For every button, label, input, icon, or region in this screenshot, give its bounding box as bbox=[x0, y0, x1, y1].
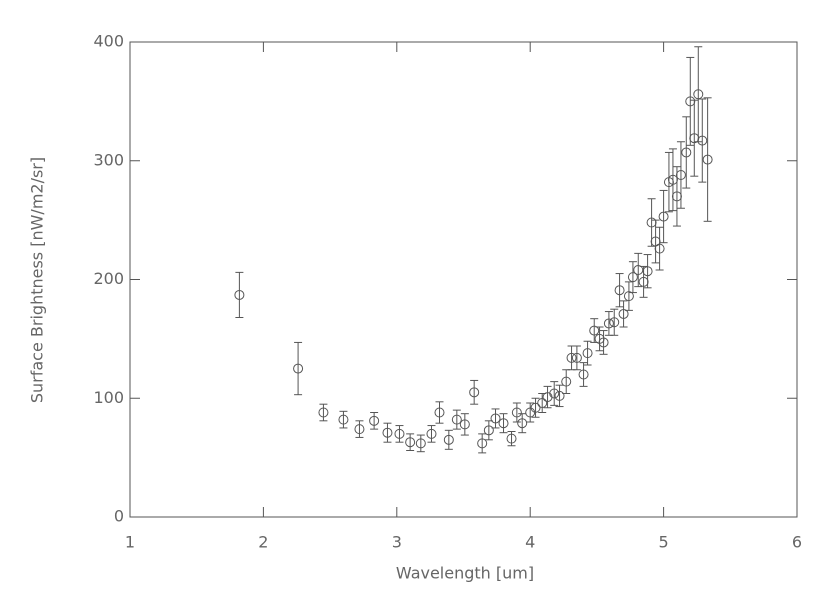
point bbox=[451, 414, 462, 425]
point bbox=[681, 147, 692, 158]
point bbox=[642, 266, 653, 277]
point bbox=[566, 352, 577, 363]
point bbox=[506, 433, 517, 444]
point bbox=[542, 392, 553, 403]
point bbox=[443, 434, 454, 445]
plot-frame bbox=[129, 41, 798, 518]
x-tick-label: 5 bbox=[659, 533, 669, 552]
point bbox=[582, 348, 593, 359]
point bbox=[530, 402, 541, 413]
point bbox=[578, 369, 589, 380]
point bbox=[511, 407, 522, 418]
point bbox=[369, 415, 380, 426]
point bbox=[405, 437, 416, 448]
point bbox=[469, 387, 480, 398]
y-axis-label: Surface Brightness [nW/m2/sr] bbox=[28, 157, 47, 403]
point bbox=[554, 390, 565, 401]
point bbox=[609, 317, 620, 328]
point bbox=[697, 135, 708, 146]
y-tick-label: 0 bbox=[114, 507, 124, 526]
point bbox=[658, 211, 669, 222]
point bbox=[618, 308, 629, 319]
point bbox=[483, 425, 494, 436]
point bbox=[490, 413, 501, 424]
x-tick-label: 2 bbox=[258, 533, 268, 552]
point bbox=[477, 438, 488, 449]
point bbox=[517, 418, 528, 429]
point bbox=[354, 424, 365, 435]
point bbox=[561, 376, 572, 387]
x-axis-label: Wavelength [um] bbox=[396, 564, 534, 583]
point bbox=[293, 363, 304, 374]
point bbox=[234, 289, 245, 300]
point bbox=[603, 318, 614, 329]
point bbox=[338, 414, 349, 425]
y-tick-label: 300 bbox=[93, 150, 124, 169]
point bbox=[589, 325, 600, 336]
point bbox=[537, 398, 548, 408]
point bbox=[426, 428, 437, 439]
point bbox=[415, 438, 426, 449]
point bbox=[702, 154, 713, 165]
point bbox=[627, 272, 638, 283]
point bbox=[434, 407, 445, 418]
point bbox=[675, 170, 686, 180]
point bbox=[318, 407, 329, 418]
point bbox=[598, 337, 609, 348]
y-tick-label: 400 bbox=[93, 32, 124, 51]
point bbox=[382, 427, 393, 438]
point bbox=[654, 243, 665, 254]
x-tick-label: 6 bbox=[792, 533, 802, 552]
point bbox=[394, 428, 405, 439]
x-tick-label: 4 bbox=[525, 533, 535, 552]
point bbox=[459, 419, 470, 430]
x-tick-label: 3 bbox=[392, 533, 402, 552]
point bbox=[693, 89, 704, 100]
y-tick-label: 200 bbox=[93, 269, 124, 288]
x-tick-label: 1 bbox=[125, 533, 135, 552]
point bbox=[549, 388, 560, 399]
point bbox=[498, 418, 509, 429]
point bbox=[571, 352, 582, 363]
y-tick-label: 100 bbox=[93, 388, 124, 407]
point bbox=[623, 291, 634, 302]
point bbox=[614, 285, 625, 296]
